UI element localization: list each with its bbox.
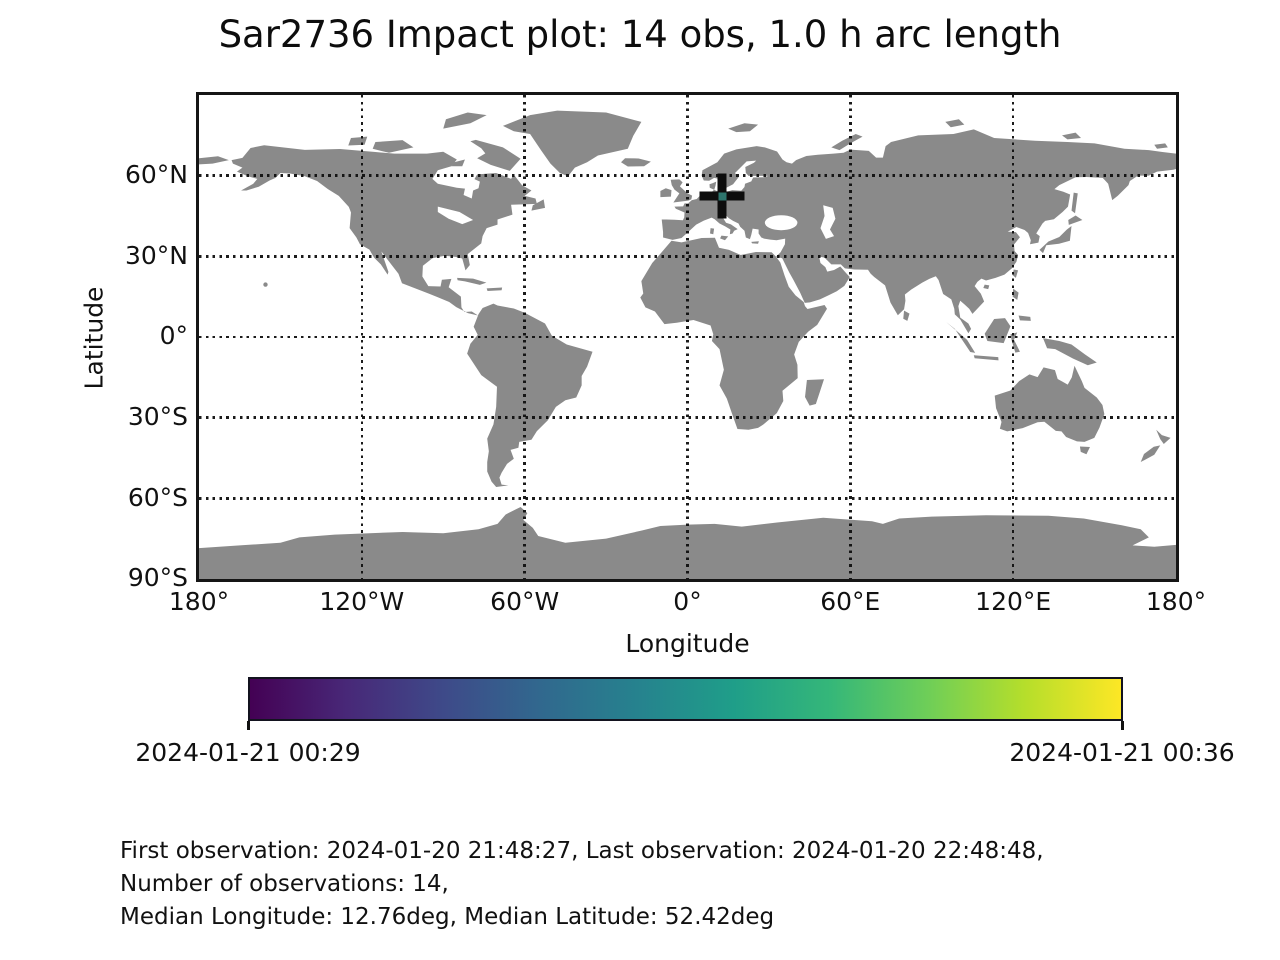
footer-line-median-location: Median Longitude: 12.76deg, Median Latit… <box>120 904 775 930</box>
x-tick-60w: 60°W <box>490 587 560 616</box>
observation-summary: First observation: 2024-01-20 21:48:27, … <box>120 835 1044 934</box>
marker-center-dot <box>718 192 727 201</box>
colorbar-min-label: 2024-01-21 00:29 <box>135 738 361 767</box>
x-axis-label: Longitude <box>625 629 750 658</box>
impact-marker <box>699 173 745 219</box>
gridline-lon-120w <box>360 95 364 579</box>
x-tick-180e: 180° <box>1145 587 1207 616</box>
gridline-lon-60w <box>523 95 526 579</box>
colorbar <box>248 677 1123 721</box>
gridline-lon-0 <box>686 95 689 579</box>
colorbar-max-label: 2024-01-21 00:36 <box>1009 738 1235 767</box>
x-tick-60e: 60°E <box>820 587 881 616</box>
x-tick-120w: 120°W <box>319 587 405 616</box>
plot-title: Sar2736 Impact plot: 14 obs, 1.0 h arc l… <box>218 13 1062 56</box>
x-tick-0: 0° <box>673 587 702 616</box>
gridline-lon-60e <box>849 95 852 579</box>
map-plot-area <box>199 95 1176 579</box>
y-tick-90s: 90°S <box>127 563 188 592</box>
y-tick-0: 0° <box>159 321 188 350</box>
y-tick-30s: 30°S <box>127 402 188 431</box>
y-tick-30n: 30°N <box>124 241 188 270</box>
x-tick-120e: 120°E <box>975 587 1052 616</box>
gridline-lon-120e <box>1011 95 1015 579</box>
y-tick-60n: 60°N <box>124 160 188 189</box>
x-tick-180w: 180° <box>168 587 230 616</box>
inland-seas <box>437 205 836 239</box>
colorbar-tick-min <box>247 721 250 730</box>
footer-line-observation-count: Number of observations: 14, <box>120 871 449 897</box>
colorbar-tick-max <box>1121 721 1124 730</box>
y-tick-60s: 60°S <box>127 483 188 512</box>
footer-line-observations-range: First observation: 2024-01-20 21:48:27, … <box>120 838 1044 864</box>
